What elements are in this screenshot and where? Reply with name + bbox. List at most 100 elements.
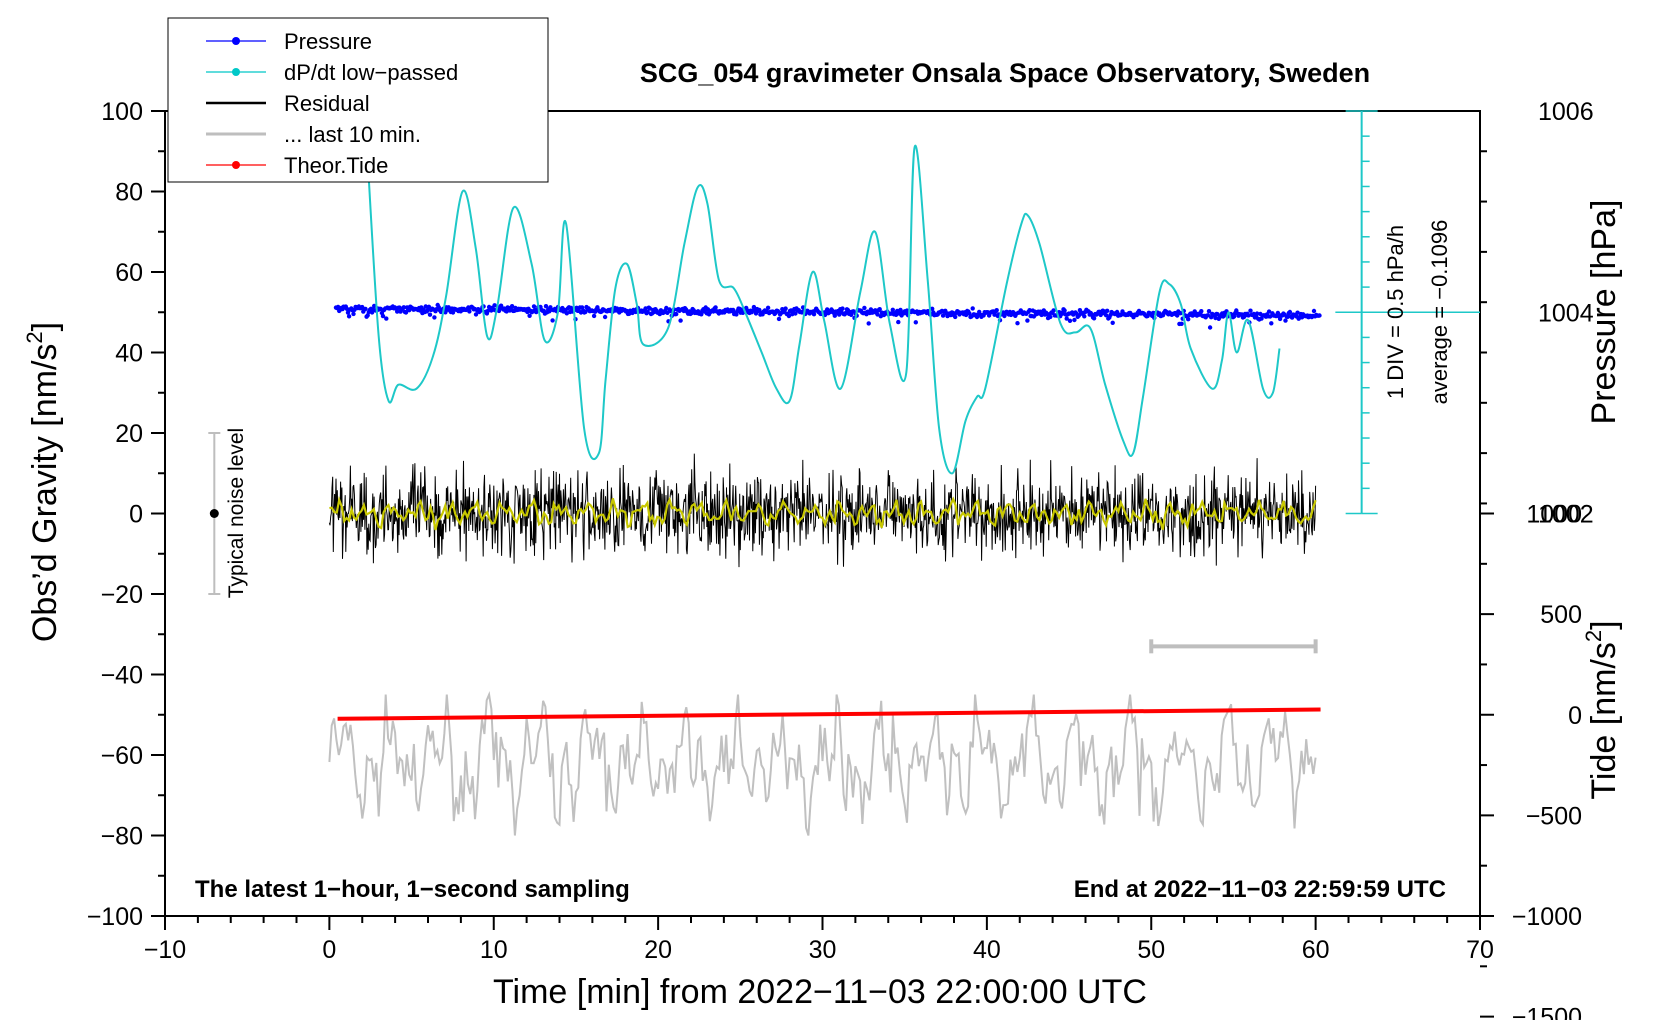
pressure-point bbox=[674, 311, 679, 317]
pressure-point bbox=[1285, 314, 1290, 319]
pressure-point bbox=[602, 314, 608, 320]
dpdt-scale-axis bbox=[1335, 110, 1480, 515]
pressure-point bbox=[378, 306, 383, 312]
x-tick-label: 50 bbox=[1137, 936, 1165, 964]
tide-tick-label: −1500 bbox=[1512, 1004, 1582, 1020]
x-tick-label: 10 bbox=[480, 936, 508, 964]
residual-series bbox=[328, 453, 1317, 568]
legend-marker bbox=[232, 68, 240, 76]
pressure-point bbox=[893, 312, 899, 317]
pressure-point bbox=[1295, 310, 1300, 315]
pressure-point bbox=[1266, 309, 1272, 314]
residual-line bbox=[328, 453, 1317, 568]
pressure-point bbox=[1277, 316, 1283, 322]
pressure-point bbox=[664, 305, 669, 311]
pressure-point bbox=[1269, 321, 1274, 326]
pressure-point bbox=[1051, 308, 1056, 313]
pressure-point bbox=[401, 305, 406, 310]
pressure-point bbox=[896, 319, 901, 325]
last10-range-bar bbox=[1149, 639, 1318, 654]
legend-label: Pressure bbox=[284, 29, 372, 54]
pressure-point bbox=[678, 318, 683, 323]
pressure-tick-label: 1002 bbox=[1538, 501, 1594, 529]
pressure-point bbox=[930, 306, 935, 311]
pressure-point bbox=[1248, 308, 1253, 313]
y-axis-label: Obs’d Gravity [nm/s2] bbox=[22, 322, 64, 642]
pressure-axis-ticks: 1006 1004 1002 bbox=[1480, 98, 1594, 529]
legend-label: Theor.Tide bbox=[284, 153, 388, 178]
pressure-point bbox=[543, 304, 549, 309]
pressure-point bbox=[1048, 314, 1053, 320]
y-tick-label: 40 bbox=[115, 340, 143, 368]
pressure-point bbox=[1199, 309, 1204, 314]
noise-bar bbox=[208, 432, 221, 595]
pressure-point bbox=[1062, 308, 1067, 313]
x-tick-label: 20 bbox=[644, 936, 672, 964]
pressure-point bbox=[1091, 316, 1097, 321]
pressure-point bbox=[1072, 317, 1077, 323]
pressure-point bbox=[492, 303, 497, 308]
pressure-point bbox=[793, 311, 798, 316]
pressure-point bbox=[1179, 321, 1184, 326]
pressure-point bbox=[963, 312, 969, 318]
pressure-point bbox=[1287, 309, 1293, 315]
legend-box bbox=[167, 17, 549, 183]
x-tick-label: 30 bbox=[809, 936, 837, 964]
pressure-point bbox=[1105, 308, 1110, 313]
x-tick-label: 40 bbox=[973, 936, 1001, 964]
y-tick-label: −80 bbox=[101, 823, 143, 851]
pressure-point bbox=[647, 306, 653, 311]
pressure-point bbox=[372, 303, 377, 309]
pressure-point bbox=[1067, 318, 1073, 323]
pressure-point bbox=[730, 307, 736, 313]
tide-tick-label: 0 bbox=[1568, 702, 1582, 730]
x-tick-label: −10 bbox=[144, 936, 186, 964]
pressure-point bbox=[1311, 308, 1317, 314]
pressure-point bbox=[811, 312, 817, 317]
pressure-tick-label: 1004 bbox=[1538, 299, 1594, 327]
pressure-point bbox=[1103, 313, 1109, 318]
tide-tick-label: −1000 bbox=[1512, 903, 1582, 931]
pressure-point bbox=[425, 307, 430, 313]
tide-tick-label: 1000 bbox=[1526, 501, 1582, 529]
pressure-point bbox=[877, 307, 882, 312]
pressure-point bbox=[1254, 311, 1260, 316]
pressure-point bbox=[665, 310, 670, 315]
pressure-point bbox=[890, 307, 895, 312]
pressure-point bbox=[775, 309, 781, 314]
x-tick-label: 60 bbox=[1302, 936, 1330, 964]
residual-smoothed-series bbox=[329, 495, 1317, 531]
pressure-point bbox=[1206, 309, 1212, 314]
pressure-point bbox=[1015, 321, 1020, 326]
tide-line bbox=[337, 707, 1321, 721]
pressure-point bbox=[564, 311, 569, 316]
pressure-point bbox=[1082, 314, 1087, 319]
footer-left: The latest 1−hour, 1−second sampling bbox=[195, 876, 630, 903]
pressure-point bbox=[426, 304, 432, 309]
pressure-point bbox=[862, 305, 867, 311]
legend-marker bbox=[232, 161, 240, 169]
pressure-point bbox=[1110, 320, 1115, 325]
dpdt-series bbox=[366, 144, 1281, 475]
pressure-point bbox=[384, 316, 389, 321]
y-tick-label: 20 bbox=[115, 420, 143, 448]
pressure-point bbox=[345, 310, 351, 315]
tide-axis-ticks: 1000 500 0 −500 −1000 −1500 bbox=[1480, 501, 1582, 1020]
pressure-point bbox=[473, 312, 479, 317]
footer-right: End at 2022−11−03 22:59:59 UTC bbox=[1074, 876, 1446, 903]
y-tick-label: 100 bbox=[101, 98, 143, 126]
pressure-point bbox=[994, 308, 999, 313]
legend-label: Residual bbox=[284, 91, 370, 116]
pressure-point bbox=[363, 306, 368, 312]
pressure-point bbox=[645, 309, 650, 315]
pressure-point bbox=[1025, 318, 1030, 323]
legend: Pressure dP/dt low−passed Residual ... last… bbox=[167, 17, 549, 183]
legend-marker bbox=[232, 37, 240, 45]
y-tick-label: −20 bbox=[101, 581, 143, 609]
y-tick-label: 80 bbox=[115, 179, 143, 207]
pressure-point bbox=[346, 314, 352, 319]
pressure-point bbox=[432, 315, 437, 320]
smoothed-line bbox=[329, 495, 1317, 531]
pressure-point bbox=[380, 313, 386, 319]
pressure-point bbox=[550, 318, 555, 323]
